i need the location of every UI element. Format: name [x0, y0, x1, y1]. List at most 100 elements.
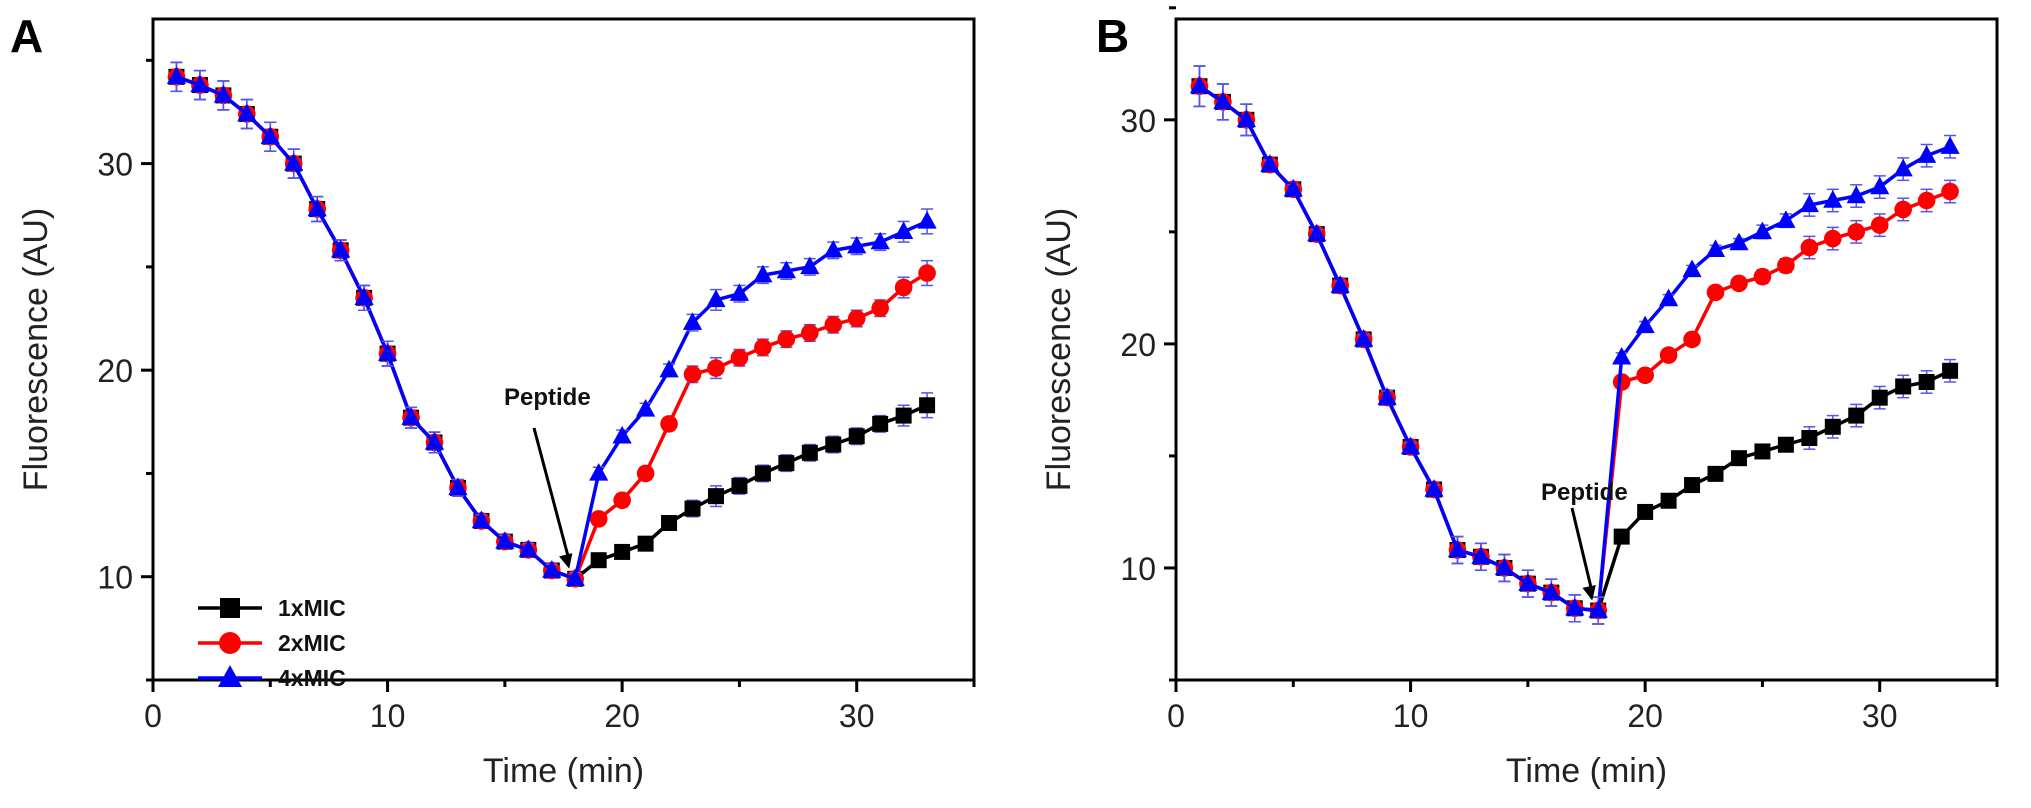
data-point [424, 432, 445, 450]
data-point [589, 510, 608, 528]
data-point [495, 531, 515, 549]
data-point [637, 535, 654, 552]
data-point [377, 343, 398, 361]
series-4xMIC [166, 61, 937, 586]
data-point [776, 260, 796, 279]
data-point [237, 103, 257, 122]
data-point [448, 477, 468, 496]
data-point [754, 338, 772, 357]
y-tick-label: 30 [1120, 103, 1156, 139]
data-point [1800, 238, 1819, 257]
data-point [1870, 216, 1889, 234]
data-point [166, 66, 187, 85]
data-point [1917, 191, 1936, 210]
legend-label: 4xMIC [278, 665, 346, 691]
y-tick-label: 10 [1120, 551, 1156, 587]
data-point [824, 315, 843, 334]
data-point [1541, 582, 1561, 600]
data-point [823, 239, 843, 258]
data-point [847, 309, 866, 328]
data-point [1918, 373, 1935, 390]
data-point [731, 477, 748, 494]
data-point [1659, 346, 1678, 364]
data-point [1518, 573, 1538, 591]
data-point [1330, 275, 1350, 293]
data-point [636, 464, 655, 483]
peptide-annotation: Peptide [1541, 479, 1628, 506]
data-point [1637, 503, 1654, 520]
data-point [1706, 283, 1725, 302]
x-tick-label: 0 [144, 698, 162, 734]
data-point [872, 415, 889, 432]
data-point [1682, 259, 1702, 278]
data-point [707, 359, 725, 377]
y-tick-label: 10 [97, 560, 133, 596]
data-point [706, 289, 726, 308]
data-point [1260, 154, 1280, 172]
data-point [1893, 158, 1913, 177]
data-point [895, 407, 912, 424]
data-point [1846, 185, 1866, 204]
legend-marker-icon [218, 665, 242, 687]
data-point [1777, 256, 1795, 275]
data-point [1377, 387, 1397, 405]
x-tick-label: 20 [604, 698, 640, 734]
data-point [1824, 418, 1841, 435]
data-point [753, 264, 773, 283]
legend-item: 4xMIC [198, 665, 346, 691]
data-point [565, 568, 585, 586]
data-point [260, 126, 280, 144]
series-1xMIC [1191, 65, 1959, 625]
data-point [919, 397, 936, 414]
legend-item: 2xMIC [198, 630, 346, 656]
data-point [847, 235, 867, 254]
legend-marker-icon [219, 632, 241, 654]
series-2xMIC [167, 61, 936, 588]
series-1xMIC [168, 61, 936, 587]
data-point [1471, 546, 1491, 564]
data-point [614, 543, 631, 560]
y-axis-label: Fluorescence (AU) [17, 208, 55, 491]
series-4xMIC [1189, 65, 1960, 625]
data-point [1729, 232, 1749, 251]
panel-A: A 0 10 20 30 10 20 30 Time (min) Fluorescence (AU… [10, 10, 976, 790]
data-point [777, 330, 796, 348]
data-point [1613, 528, 1630, 545]
data-point [1777, 436, 1794, 453]
data-point [284, 153, 304, 171]
peptide-arrow [532, 427, 571, 562]
data-point [661, 515, 678, 532]
data-point [1705, 239, 1726, 257]
data-point [613, 491, 631, 510]
x-tick-label: 0 [1167, 698, 1185, 734]
x-tick-label: 10 [1393, 698, 1429, 734]
data-point [1635, 315, 1655, 334]
data-point [1588, 600, 1608, 618]
axes-frame [1174, 17, 1999, 682]
data-point [1659, 288, 1679, 307]
data-point [918, 264, 936, 282]
data-point [825, 436, 842, 453]
data-point [1354, 329, 1374, 347]
data-point [307, 198, 327, 217]
data-point [917, 211, 937, 229]
data-point [1942, 362, 1959, 379]
x-tick-label: 30 [839, 698, 875, 734]
panel-label: B [1096, 10, 1129, 62]
axes-frame [151, 17, 976, 682]
y-tick-label: 20 [97, 353, 133, 389]
data-point [707, 488, 724, 505]
data-point [1801, 430, 1818, 447]
data-point [1871, 389, 1888, 406]
data-point [729, 283, 750, 301]
x-axis-label: Time (min) [1506, 752, 1667, 790]
data-point [660, 415, 678, 433]
data-point [1753, 267, 1772, 286]
series-line [1198, 84, 1951, 613]
data-point [1684, 477, 1701, 494]
data-point [1213, 91, 1233, 110]
data-point [659, 359, 679, 378]
data-point [1283, 178, 1303, 197]
y-tick-label: 30 [97, 147, 133, 183]
